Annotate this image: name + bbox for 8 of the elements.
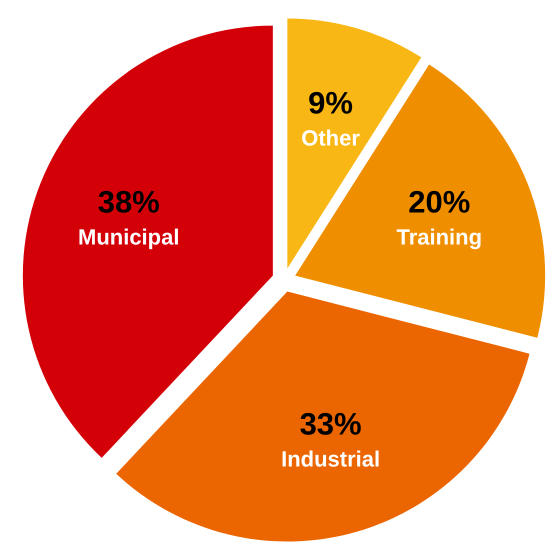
data-label: 9% (308, 86, 353, 121)
slice-label: Other (301, 126, 360, 151)
slice-label: Municipal (78, 224, 180, 250)
data-label: 33% (300, 406, 362, 442)
data-label: 38% (98, 184, 160, 220)
slice-label: Training (396, 224, 482, 250)
data-label: 20% (408, 184, 470, 220)
slice-label: Industrial (281, 446, 380, 472)
